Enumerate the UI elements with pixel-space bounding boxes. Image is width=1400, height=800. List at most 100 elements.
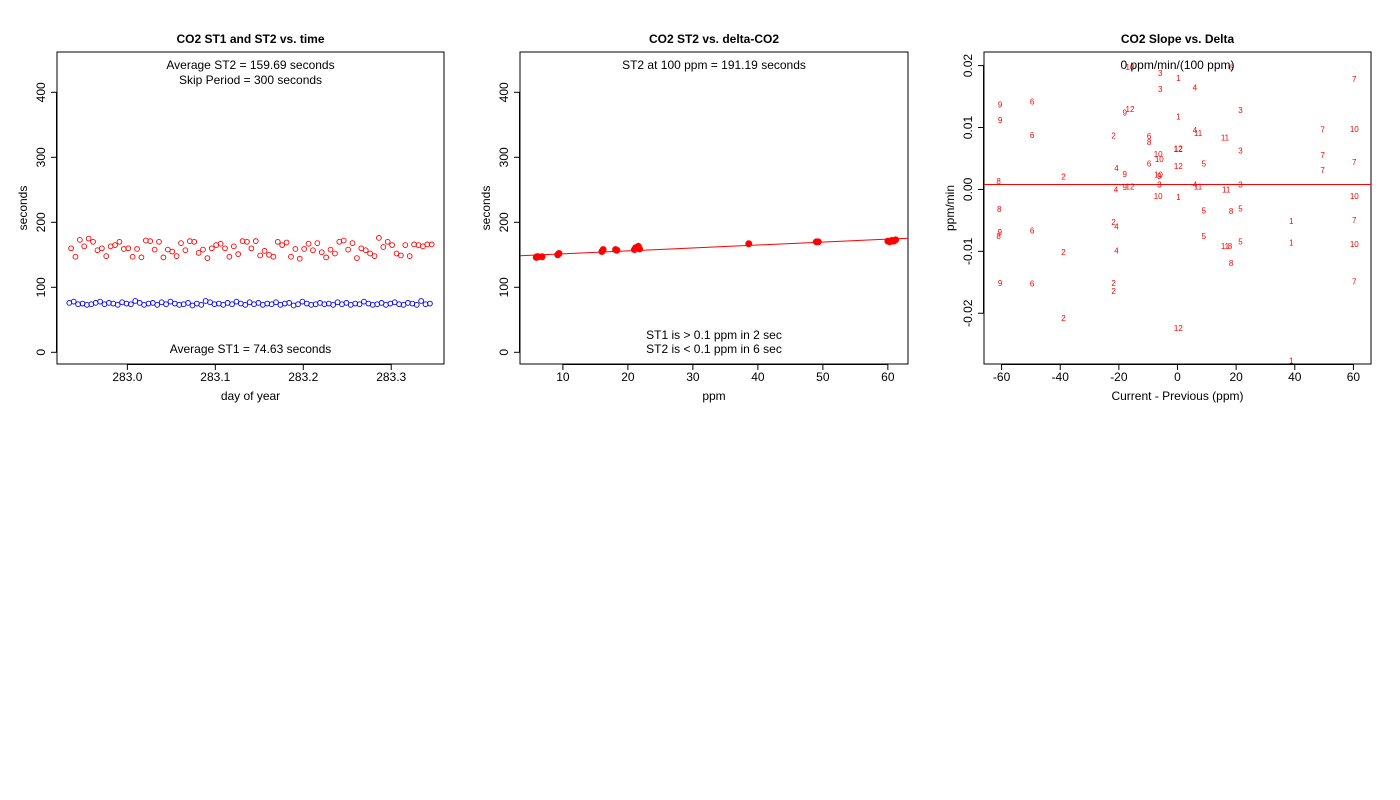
- data-point: [208, 245, 215, 252]
- data-point: [242, 302, 249, 308]
- data-point-label: 1: [1176, 74, 1181, 83]
- data-point: [114, 302, 121, 308]
- panel-2-ylabel: seconds: [479, 186, 493, 231]
- data-point: [323, 254, 329, 261]
- data-point-label: 7: [1352, 158, 1357, 167]
- data-point-label: 1: [1289, 217, 1294, 226]
- data-point-label: 12: [1174, 324, 1183, 333]
- data-point: [286, 300, 293, 306]
- data-point-label: 2: [1061, 248, 1066, 257]
- data-point-label: 7: [1352, 216, 1357, 225]
- data-point-label: 6: [1030, 98, 1035, 107]
- data-point: [295, 301, 301, 308]
- data-point: [229, 301, 235, 308]
- x-tick-label: 50: [816, 370, 830, 384]
- data-point: [389, 242, 395, 248]
- data-point-label: 8: [997, 205, 1002, 214]
- data-point: [112, 242, 118, 248]
- data-point: [138, 254, 145, 261]
- x-tick-label: 283.0: [112, 370, 142, 384]
- data-point-label: 10: [1350, 192, 1359, 201]
- panel-3-axes: -60 -40 -20 0 20 40 60 -0.02 -0.01 0.00 0.01 0.02: [961, 54, 1360, 384]
- data-point-label: 9: [1123, 183, 1128, 192]
- data-point: [226, 253, 233, 260]
- data-point: [288, 253, 294, 260]
- data-point-label: 3: [1238, 106, 1243, 115]
- data-point: [555, 250, 563, 257]
- data-point-label: 4: [1114, 164, 1119, 173]
- data-point: [204, 255, 211, 261]
- data-point: [418, 298, 424, 304]
- data-point: [134, 246, 140, 252]
- data-point-label: 6: [1030, 226, 1035, 235]
- data-point-label: 10: [1154, 171, 1163, 180]
- data-point: [406, 253, 413, 259]
- x-tick-label: 283.1: [200, 370, 230, 384]
- x-tick-label: 40: [1288, 370, 1302, 384]
- data-point: [362, 247, 369, 254]
- data-point-label: 4: [1193, 83, 1198, 92]
- fit-line: [519, 237, 909, 257]
- data-point: [354, 255, 360, 261]
- y-tick-label: 200: [497, 212, 511, 232]
- y-tick-label: -0.02: [961, 299, 975, 327]
- data-point-label: 10: [1350, 125, 1359, 134]
- data-point-label: 8: [1228, 242, 1233, 251]
- data-point: [147, 238, 154, 245]
- data-point: [327, 246, 334, 253]
- data-point-label: 9: [998, 101, 1003, 110]
- data-point-label: 4: [1114, 185, 1119, 194]
- data-point: [81, 243, 88, 250]
- data-point: [72, 253, 79, 260]
- data-point: [198, 302, 205, 308]
- data-point-label: 11: [1194, 182, 1203, 191]
- data-point-label: 7: [1352, 278, 1357, 287]
- data-point: [296, 255, 303, 262]
- data-point: [68, 245, 74, 252]
- data-point-label: 10: [1350, 240, 1359, 249]
- y-tick-label: 300: [34, 147, 48, 167]
- panel-3-title: CO2 Slope vs. Delta: [1121, 32, 1235, 46]
- data-point: [314, 240, 321, 246]
- data-point-label: 11: [1222, 185, 1231, 194]
- data-point: [356, 301, 363, 308]
- data-point: [182, 247, 189, 254]
- data-point-label: 8: [996, 232, 1001, 241]
- data-point: [160, 254, 167, 261]
- y-tick-label: 200: [34, 212, 48, 232]
- data-point-label: 5: [1202, 159, 1207, 168]
- data-point-label: 8: [1229, 207, 1234, 216]
- data-point-label: 4: [1193, 180, 1198, 189]
- data-point: [97, 298, 103, 305]
- data-point: [428, 241, 435, 248]
- data-point-label: 2: [1061, 172, 1066, 181]
- data-point-label: 12: [1126, 105, 1135, 114]
- data-point-label: 6: [1147, 132, 1152, 141]
- data-point-label: 5: [1238, 205, 1243, 214]
- x-tick-label: -40: [1052, 370, 1070, 384]
- panel-2-annotation-st2-at-100: ST2 at 100 ppm = 191.19 seconds: [622, 58, 806, 72]
- x-tick-label: 30: [686, 370, 700, 384]
- panel-1-axes: 283.0 283.1 283.2 283.3 0 100 200 300 400: [34, 82, 407, 384]
- x-tick-label: 40: [751, 370, 765, 384]
- data-point-label: 4: [1114, 223, 1119, 232]
- x-tick-label: 60: [1347, 370, 1361, 384]
- data-point-label: 5: [1202, 232, 1207, 241]
- data-point: [169, 248, 176, 255]
- data-point-label: 7: [1320, 125, 1325, 134]
- y-tick-label: 100: [497, 277, 511, 297]
- x-tick-label: 283.2: [288, 370, 318, 384]
- panel-3-xlabel: Current - Previous (ppm): [1111, 389, 1243, 403]
- data-point: [318, 249, 325, 256]
- data-point: [151, 246, 158, 253]
- data-point: [103, 253, 110, 259]
- panel-2-annotation-st2: ST2 is < 0.1 ppm in 6 sec: [646, 342, 782, 356]
- data-point: [292, 246, 299, 252]
- data-point-label: 1: [1289, 356, 1294, 365]
- data-point-label: 4: [1114, 247, 1119, 256]
- data-point: [244, 238, 250, 245]
- x-tick-label: 0: [1174, 370, 1181, 384]
- data-point-label: 2: [1111, 279, 1116, 288]
- panel-1-xlabel: day of year: [221, 389, 280, 403]
- data-point: [154, 302, 161, 308]
